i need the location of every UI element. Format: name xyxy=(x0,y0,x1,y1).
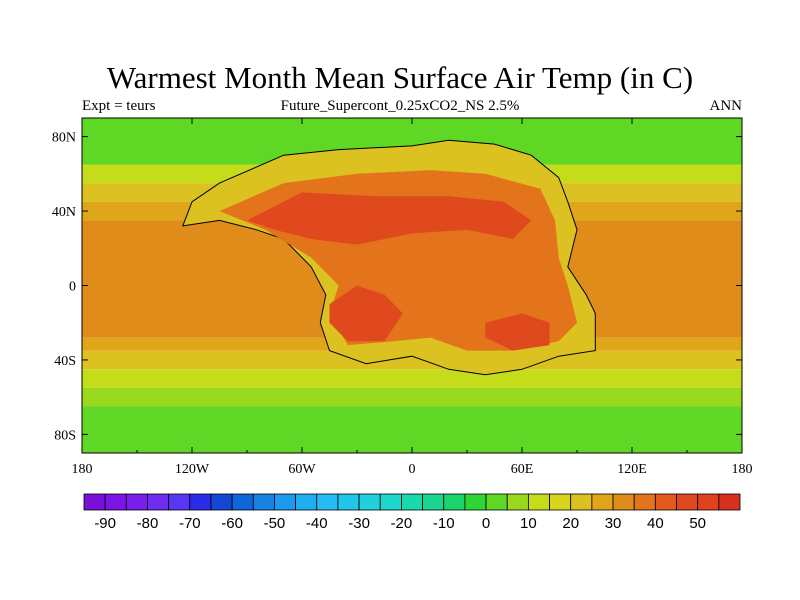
colorbar-box xyxy=(401,493,423,511)
colorbar-box xyxy=(168,493,191,511)
colorbar-box xyxy=(464,493,487,511)
colorbar-box xyxy=(676,493,699,511)
land-hot-core-southwest xyxy=(329,285,403,342)
colorbar-box xyxy=(549,493,572,511)
y-tick-label: 40N xyxy=(52,205,76,220)
colorbar-box xyxy=(697,493,720,511)
experiment-label: Expt = teurs xyxy=(82,98,156,114)
colorbar-box xyxy=(252,493,275,511)
colorbar-label: 30 xyxy=(605,515,622,532)
colorbar-box xyxy=(527,493,550,511)
colorbar-label: 40 xyxy=(647,515,664,532)
colorbar-box xyxy=(358,493,381,511)
colorbar-label: -20 xyxy=(391,515,413,532)
land-regions xyxy=(182,139,596,376)
colorbar-box xyxy=(231,493,254,511)
colorbar-box xyxy=(147,493,170,511)
colorbar-box xyxy=(654,493,677,511)
colorbar-label: -10 xyxy=(433,515,455,532)
colorbar-box xyxy=(485,493,508,511)
chart-title: Warmest Month Mean Surface Air Temp (in … xyxy=(106,60,694,95)
colorbar-label: -80 xyxy=(137,515,159,532)
colorbar-label: -40 xyxy=(306,515,328,532)
colorbar-box xyxy=(570,493,593,511)
colorbar-label: 10 xyxy=(520,515,537,532)
season-label: ANN xyxy=(709,98,743,114)
colorbar-box xyxy=(125,493,148,511)
colorbar-box xyxy=(274,493,297,511)
colorbar-box xyxy=(633,493,656,511)
y-tick-label: 40S xyxy=(54,354,76,369)
temperature-band-6 xyxy=(82,350,742,370)
x-tick-label: 180 xyxy=(72,462,93,477)
colorbar-label: -70 xyxy=(179,515,201,532)
colorbar-box xyxy=(379,493,402,511)
colorbar-box xyxy=(189,493,212,511)
colorbar-box xyxy=(443,493,466,511)
y-tick-label: 80S xyxy=(54,428,76,443)
temperature-band-7 xyxy=(82,369,742,388)
y-axis: 80N 40N 0 40S 80S xyxy=(52,131,742,443)
y-tick-label: 80N xyxy=(52,131,76,146)
colorbar-label: -50 xyxy=(264,515,286,532)
x-tick-label: 60W xyxy=(288,462,316,477)
colorbar-label: 20 xyxy=(562,515,579,532)
colorbar-box xyxy=(104,493,127,511)
temperature-band-9 xyxy=(82,406,742,453)
colorbar-label: -90 xyxy=(94,515,116,532)
experiment-subtitle: Future_Supercont_0.25xCO2_NS 2.5% xyxy=(280,98,520,114)
x-tick-label: 120W xyxy=(175,462,210,477)
colorbar: -90 -80 -70 -60 -50 -40 -30 -20 -10 0 10 20 30 40 50 xyxy=(83,493,741,532)
colorbar-label: 50 xyxy=(689,515,706,532)
temperature-band-8 xyxy=(82,387,742,407)
colorbar-label: -60 xyxy=(221,515,243,532)
colorbar-box xyxy=(591,493,614,511)
x-tick-label: 60E xyxy=(511,462,534,477)
colorbar-box xyxy=(612,493,635,511)
colorbar-box xyxy=(83,493,106,511)
colorbar-label: 0 xyxy=(482,515,490,532)
land-hot-core-north xyxy=(247,192,532,245)
colorbar-box xyxy=(718,493,741,511)
colorbar-box xyxy=(316,493,339,511)
y-tick-label: 0 xyxy=(69,280,76,295)
x-tick-label: 0 xyxy=(409,462,416,477)
land-hot-core-southeast xyxy=(485,313,550,351)
colorbar-box xyxy=(210,493,233,511)
colorbar-box xyxy=(506,493,529,511)
colorbar-label: -30 xyxy=(348,515,370,532)
x-axis: 180 120W 60W 0 60E 120E 180 xyxy=(72,118,753,477)
colorbar-box xyxy=(422,493,445,511)
x-tick-label: 180 xyxy=(732,462,753,477)
colorbar-box xyxy=(337,493,360,511)
colorbar-box xyxy=(295,493,318,511)
x-tick-label: 120E xyxy=(617,462,647,477)
